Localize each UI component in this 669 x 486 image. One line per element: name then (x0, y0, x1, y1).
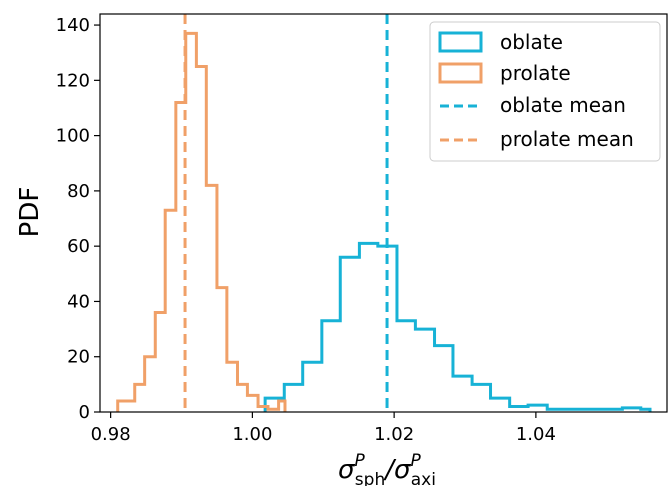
x-tick-label-3: 1.04 (516, 424, 556, 445)
y-tick-label-3: 60 (67, 236, 90, 257)
bin-prolate-13 (258, 406, 268, 412)
bin-prolate-6 (186, 33, 197, 412)
legend-label-oblate-mean: oblate mean (500, 93, 626, 117)
y-tick-label-2: 40 (67, 291, 90, 312)
legend-label-prolate: prolate (500, 61, 571, 85)
x-tick-label-0: 0.98 (91, 424, 131, 445)
bin-oblate-4 (340, 257, 359, 412)
bin-oblate-7 (397, 321, 415, 412)
bin-oblate-5 (359, 243, 377, 412)
x-tick-label-1: 1.00 (232, 424, 272, 445)
bin-prolate-2 (145, 357, 156, 412)
bin-prolate-8 (206, 185, 217, 412)
y-tick-label-6: 120 (56, 70, 90, 91)
y-tick-label-0: 0 (79, 402, 90, 423)
legend-swatch-oblate (438, 31, 483, 53)
bin-oblate-3 (322, 321, 340, 412)
bin-prolate-7 (196, 67, 206, 412)
legend-label-oblate: oblate (500, 30, 563, 54)
x-axis-title-sup2: P (410, 451, 421, 471)
bin-oblate-8 (415, 329, 434, 412)
bin-oblate-2 (303, 362, 322, 412)
legend-swatch-prolate (438, 62, 483, 84)
histogram-outline-prolate (116, 31, 287, 412)
y-tick-label-4: 80 (67, 181, 90, 202)
axes-frame (99, 13, 668, 413)
x-axis-title-sigma1: σ (338, 455, 356, 485)
x-axis-title-sup1: P (355, 451, 366, 471)
y-tick-label-7: 140 (56, 15, 90, 36)
x-axis-title-slash-sigma2: /σ (383, 455, 412, 485)
bin-prolate-1 (135, 384, 145, 412)
bin-prolate-11 (237, 384, 247, 412)
bin-oblate-1 (284, 384, 302, 412)
bin-prolate-15 (279, 401, 285, 412)
bin-prolate-3 (155, 313, 165, 413)
legend-label-prolate-mean: prolate mean (500, 127, 634, 151)
bin-oblate-12 (491, 398, 510, 412)
bin-prolate-0 (118, 401, 135, 412)
series-oblate (263, 241, 652, 412)
legend: oblate prolate oblate mean prolate mean (429, 21, 661, 162)
bin-oblate-11 (472, 384, 490, 412)
y-tick-label-1: 20 (67, 347, 90, 368)
x-axis-title-sub2: axi (411, 470, 436, 486)
histogram-outline-oblate (263, 241, 652, 412)
axes: 0.98 1.00 1.02 1.04 0 20 40 60 80 100 120 140 (56, 13, 668, 445)
bin-prolate-12 (247, 395, 258, 412)
bin-prolate-4 (165, 210, 176, 412)
y-tick-label-5: 100 (56, 126, 90, 147)
x-axis-title-sub1: sph (355, 470, 385, 486)
bin-oblate-10 (453, 376, 472, 412)
bin-prolate-9 (217, 288, 227, 412)
bin-prolate-10 (227, 362, 238, 412)
bin-oblate-13 (510, 406, 528, 412)
bin-oblate-9 (435, 346, 453, 412)
x-tick-label-2: 1.02 (374, 424, 414, 445)
series-prolate (116, 31, 287, 413)
x-axis-title: σP sph/σP axi (338, 451, 436, 486)
y-axis-title: PDF (15, 187, 45, 238)
plot-area (116, 14, 652, 413)
bin-oblate-19 (622, 408, 640, 412)
legend-frame (429, 21, 661, 162)
bin-oblate-14 (528, 405, 547, 412)
